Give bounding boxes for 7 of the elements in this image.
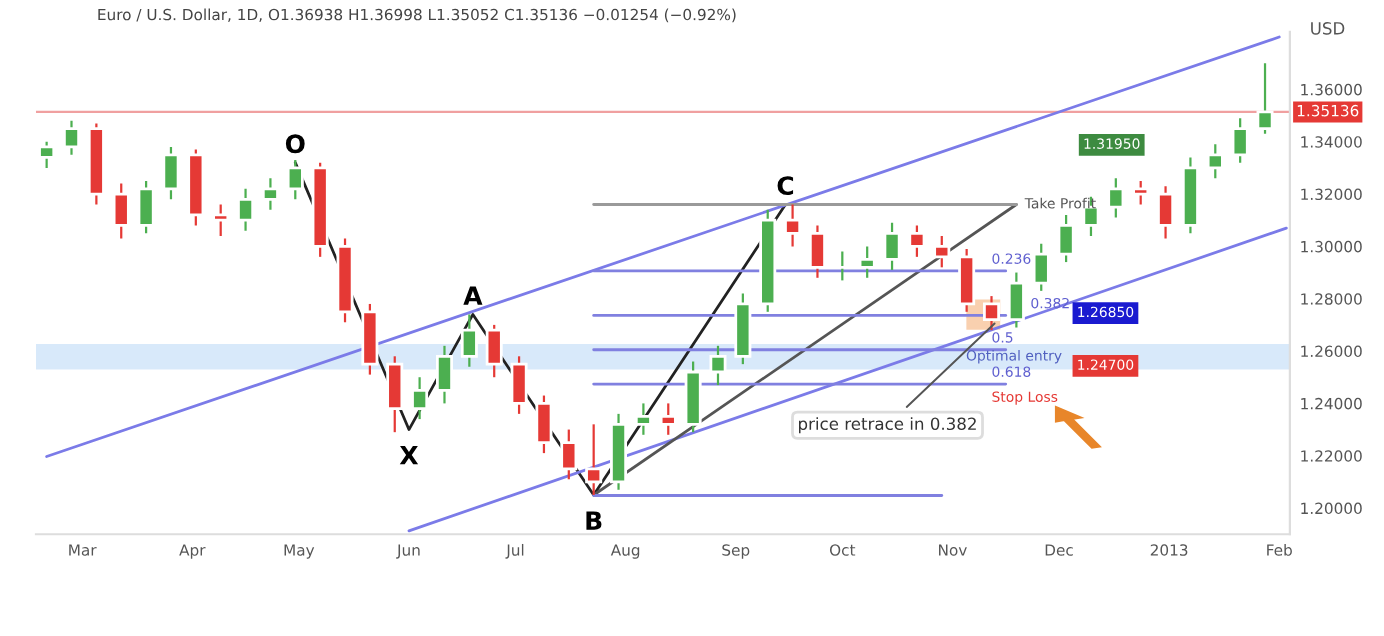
y-axis-title: USD [1311,22,1345,35]
annotation: A [463,286,483,305]
annotation: C [777,176,794,196]
annotation: X [399,446,419,465]
annotation: price retrace in 0.382 [799,417,976,434]
annotation: O [285,134,305,154]
annotation: B [586,511,602,530]
